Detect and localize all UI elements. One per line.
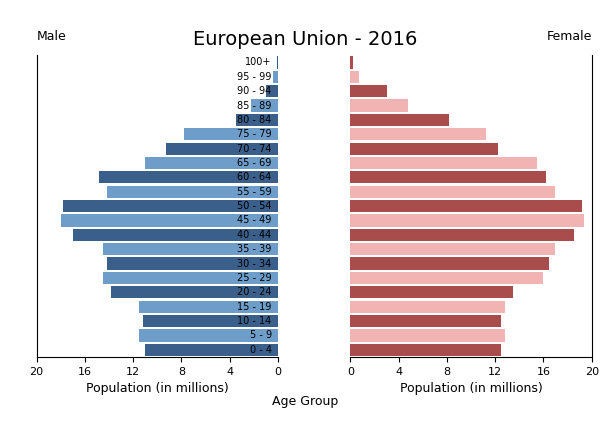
Bar — [350, 85, 387, 97]
Bar — [350, 243, 556, 255]
Bar — [350, 272, 544, 284]
Bar — [277, 57, 278, 68]
Text: Age Group: Age Group — [272, 395, 338, 408]
Bar — [350, 214, 584, 227]
Text: Male: Male — [37, 30, 66, 43]
Bar — [350, 157, 537, 169]
Bar — [63, 200, 278, 212]
Bar — [350, 114, 450, 126]
Bar — [350, 57, 353, 68]
Bar — [61, 214, 278, 227]
Bar — [112, 286, 278, 298]
Bar — [103, 272, 278, 284]
Bar — [107, 258, 278, 270]
Bar — [235, 114, 278, 126]
Bar — [350, 229, 573, 241]
Bar — [350, 300, 505, 313]
Bar — [145, 344, 278, 356]
Bar — [350, 99, 408, 112]
Text: European Union - 2016: European Union - 2016 — [193, 30, 417, 49]
Text: Female: Female — [547, 30, 592, 43]
Bar — [107, 186, 278, 198]
Bar — [350, 329, 505, 342]
Bar — [145, 157, 278, 169]
Bar — [99, 171, 278, 184]
Bar — [251, 99, 278, 112]
Bar — [266, 85, 278, 97]
Bar — [350, 171, 546, 184]
Bar — [350, 142, 498, 155]
Bar — [350, 128, 486, 140]
Bar — [350, 315, 501, 327]
Bar — [73, 229, 278, 241]
Bar — [139, 329, 278, 342]
Bar — [350, 258, 550, 270]
Bar — [166, 142, 278, 155]
Bar — [350, 344, 501, 356]
Bar — [350, 186, 556, 198]
Bar — [143, 315, 278, 327]
X-axis label: Population (in millions): Population (in millions) — [86, 382, 229, 395]
Bar — [350, 200, 582, 212]
X-axis label: Population (in millions): Population (in millions) — [400, 382, 542, 395]
Bar — [103, 243, 278, 255]
Bar — [350, 286, 513, 298]
Bar — [184, 128, 278, 140]
Bar — [273, 71, 278, 83]
Bar — [139, 300, 278, 313]
Bar — [350, 71, 359, 83]
